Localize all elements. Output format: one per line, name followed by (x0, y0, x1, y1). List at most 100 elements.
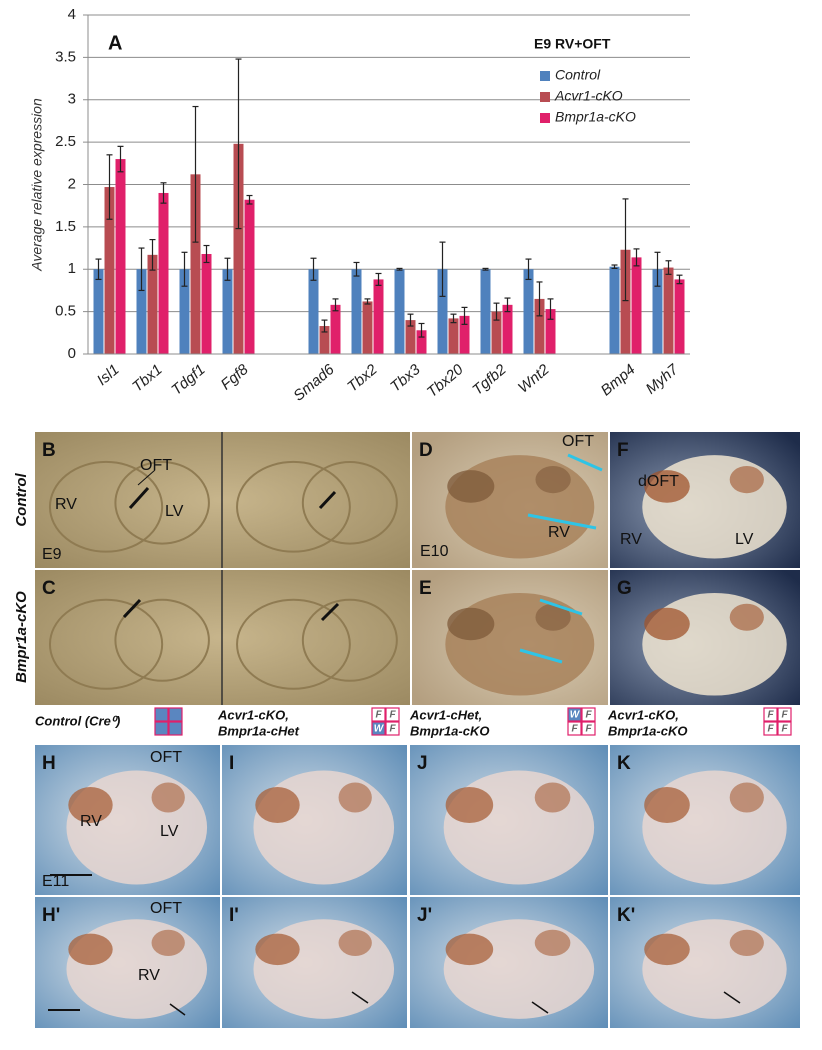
bar (394, 269, 405, 354)
bar (201, 253, 212, 354)
genotype-cell (371, 707, 386, 722)
y-tick-label: 0 (68, 345, 76, 362)
bar (416, 330, 427, 354)
legend-swatch (540, 113, 550, 123)
annotation: dOFT (638, 473, 679, 490)
bar (480, 269, 491, 354)
genotype-allele: F (781, 724, 788, 735)
panel-label: B (42, 440, 56, 461)
heart-region (447, 470, 495, 503)
bar (620, 249, 631, 354)
annotation: RV (138, 967, 160, 984)
row-label: Bmpr1a-cKO (13, 591, 30, 683)
genotype-cell (385, 707, 400, 722)
annotation-mark (137, 469, 156, 486)
bar (222, 269, 233, 354)
genotype-allele: F (571, 724, 578, 735)
annotation: E9 (42, 546, 62, 563)
bar (523, 269, 534, 354)
photo-panel: I' (222, 897, 407, 1028)
error-bar (246, 194, 253, 205)
error-bar (461, 306, 468, 325)
panel-label: H' (42, 905, 60, 926)
y-tick-label: 3.5 (55, 48, 76, 65)
annotation-mark (527, 513, 597, 530)
error-bar (192, 105, 199, 243)
genotype-cell (581, 721, 596, 736)
annotation-mark (128, 486, 150, 510)
panel-label: I (229, 753, 234, 774)
error-bar (321, 319, 328, 333)
heart-region (338, 782, 372, 813)
photo-panel: K (610, 745, 800, 895)
bar (179, 269, 190, 354)
genotype-title: Acvr1-cKO, (217, 707, 289, 722)
panel-label: D (419, 440, 433, 461)
y-tick-label: 3 (68, 91, 76, 108)
x-tick-label: Smad6 (290, 361, 338, 405)
bar (136, 269, 147, 354)
error-bar (418, 322, 425, 338)
heart-outline (48, 460, 164, 553)
genotype-allele: F (389, 724, 396, 735)
genotype-cell (385, 721, 400, 736)
heart-outline (301, 598, 398, 682)
bar (330, 304, 341, 354)
bar (534, 298, 545, 354)
heart-region (729, 603, 764, 631)
genotype-cell (154, 707, 169, 722)
error-bar (482, 267, 489, 271)
error-bar (493, 302, 500, 321)
photo-panel: E (412, 570, 608, 705)
legend-label: Bmpr1a-cKO (555, 109, 636, 125)
heart-region (68, 933, 113, 966)
error-bar (396, 267, 403, 271)
heart-region (445, 787, 494, 823)
panel-label: A (108, 32, 122, 54)
bar (233, 143, 244, 354)
bar (351, 269, 362, 354)
annotation: RV (548, 524, 570, 541)
photo-panel: B OFT RV LV E9 (35, 432, 410, 568)
annotation-mark (318, 490, 337, 510)
bar-chart: 0 0.5 1 1.5 2 2.5 3 3.5 4 Average relative expres… (29, 6, 690, 405)
bar (437, 269, 448, 354)
bar (405, 320, 416, 354)
genotype-cell (777, 721, 792, 736)
bar (362, 301, 373, 354)
heart-region (644, 787, 690, 823)
annotation-mark (531, 1001, 549, 1014)
heart-region (535, 466, 571, 494)
panel-label: H (42, 753, 56, 774)
genotype-allele: F (767, 710, 774, 721)
error-bar (504, 297, 511, 313)
panel-label: F (617, 440, 629, 461)
error-bar (665, 260, 672, 275)
annotation: RV (55, 496, 77, 513)
bar (373, 279, 384, 354)
error-bar (450, 313, 457, 324)
bar (502, 304, 513, 354)
error-bar (611, 264, 618, 270)
error-bar (224, 257, 231, 281)
bar (115, 159, 126, 354)
x-tick-label: Tdgf1 (168, 361, 208, 399)
error-bar (547, 298, 554, 320)
x-tick-label: Tbx20 (424, 361, 467, 401)
annotation: RV (80, 813, 102, 830)
photo-panel: I (222, 745, 407, 895)
annotation: LV (160, 823, 179, 840)
x-tick-label: Fgf8 (218, 361, 252, 394)
genotype-allele: F (585, 724, 592, 735)
x-tick-label: Tbx1 (129, 361, 165, 395)
legend-swatch (540, 71, 550, 81)
y-tick-label: 2 (68, 175, 76, 192)
genotype-cell (567, 707, 582, 722)
error-bar (633, 248, 640, 267)
genotype-title: Bmpr1a-cHet (218, 723, 300, 738)
x-tick-label: Wnt2 (515, 361, 553, 397)
y-tick-label: 1.5 (55, 218, 76, 235)
panel-label: K' (617, 905, 635, 926)
